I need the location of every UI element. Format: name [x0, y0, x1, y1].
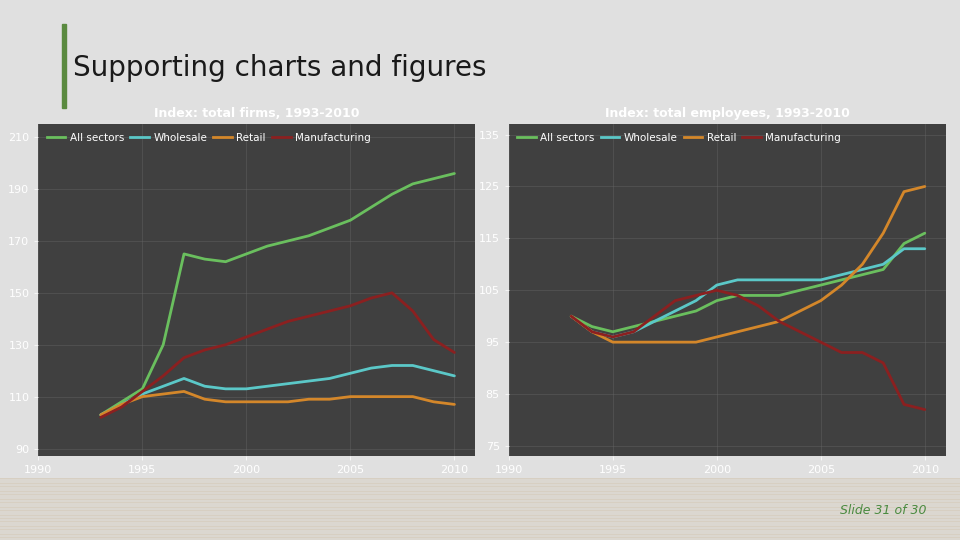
Legend: All sectors, Wholesale, Retail, Manufacturing: All sectors, Wholesale, Retail, Manufact…	[43, 130, 373, 146]
Legend: All sectors, Wholesale, Retail, Manufacturing: All sectors, Wholesale, Retail, Manufact…	[514, 130, 844, 146]
Text: Slide 31 of 30: Slide 31 of 30	[840, 504, 926, 517]
Title: Index: total firms, 1993-2010: Index: total firms, 1993-2010	[154, 107, 360, 120]
Text: Supporting charts and figures: Supporting charts and figures	[73, 53, 487, 82]
Title: Index: total employees, 1993-2010: Index: total employees, 1993-2010	[605, 107, 850, 120]
